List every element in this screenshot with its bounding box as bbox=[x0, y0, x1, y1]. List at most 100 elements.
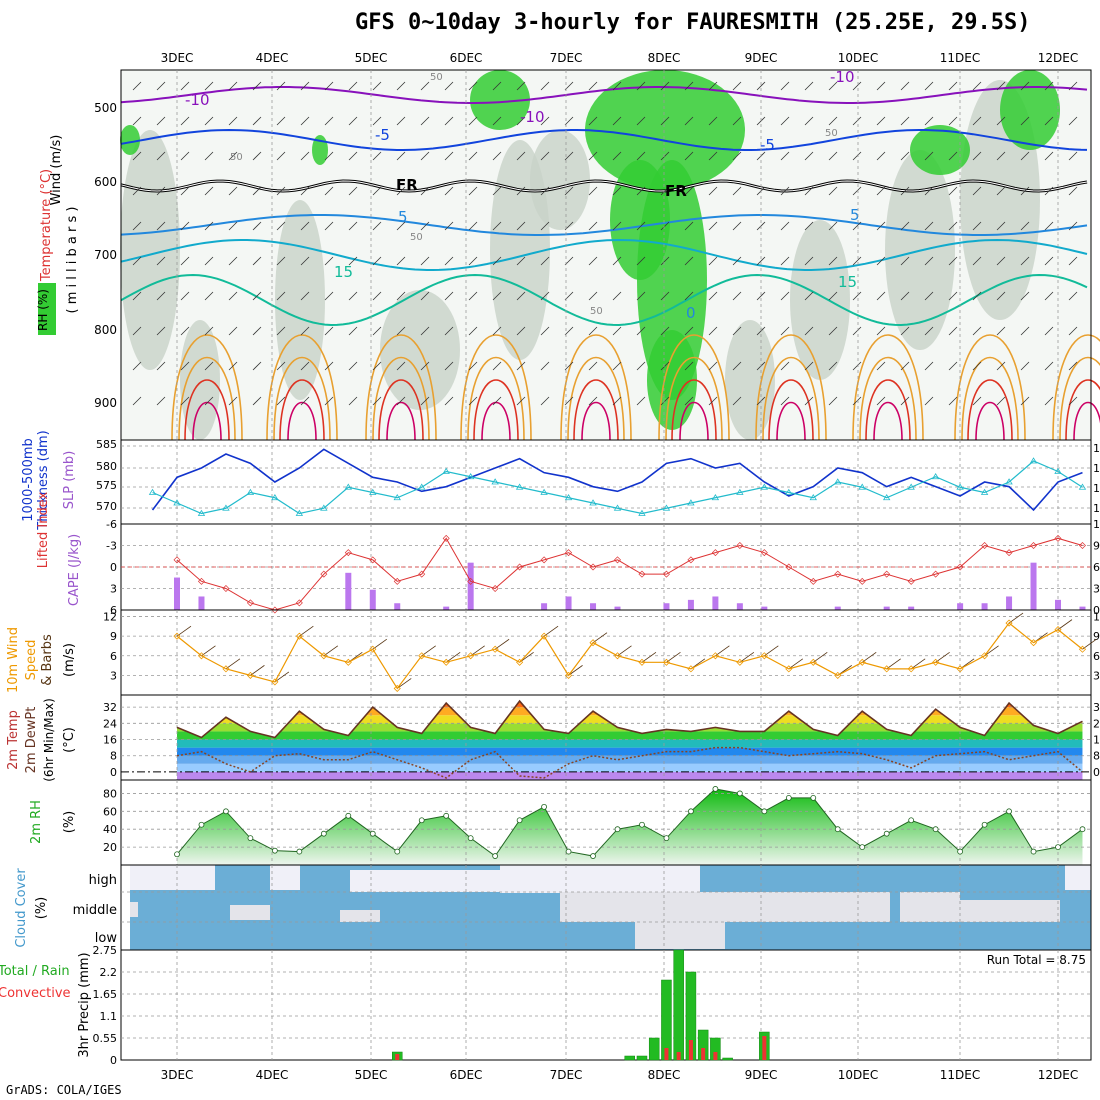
slp-point bbox=[907, 483, 915, 490]
upper-wind-barb bbox=[828, 221, 838, 231]
panel-frame bbox=[120, 439, 1092, 525]
temp-band bbox=[177, 707, 1083, 716]
rh-grey-area bbox=[790, 220, 850, 380]
rh-point bbox=[443, 812, 450, 819]
wind-barb bbox=[543, 625, 559, 637]
upper-wind-barb bbox=[540, 151, 550, 161]
slp-point bbox=[589, 499, 597, 506]
upper-wind-barb bbox=[492, 186, 502, 196]
run-total: Run Total = 8.75 bbox=[987, 953, 1086, 967]
tick-label: 0.55 bbox=[93, 1032, 118, 1045]
wind-label-2: Speed bbox=[24, 640, 39, 681]
upper-wind-barb bbox=[276, 291, 286, 301]
upper-wind-barb bbox=[612, 116, 622, 126]
upper-wind-barb bbox=[132, 396, 142, 406]
upper-wind-barb bbox=[468, 396, 478, 406]
upper-wind-barb bbox=[300, 81, 310, 91]
li-point bbox=[687, 556, 695, 564]
precip-conv-bar bbox=[395, 1054, 400, 1060]
upper-wind-barb bbox=[852, 186, 862, 196]
temp-band bbox=[177, 747, 1083, 756]
cape-bar bbox=[467, 562, 474, 610]
upper-wind-barb bbox=[300, 291, 310, 301]
upper-wind-barb bbox=[156, 361, 166, 371]
temp-label-1: 2m Temp bbox=[6, 710, 21, 770]
upper-wind-barb bbox=[300, 326, 310, 336]
isotherm-arch bbox=[171, 334, 243, 441]
upper-wind-barb bbox=[180, 81, 190, 91]
upper-wind-barb bbox=[924, 186, 934, 196]
upper-wind-barb bbox=[252, 186, 262, 196]
upper-wind-barb bbox=[852, 326, 862, 336]
precip-panel: 2.75 2.2 1.65 1.1 0.55 0 Run Total = 8.75 Total… bbox=[0, 944, 1092, 1067]
rh-point bbox=[932, 826, 939, 833]
slp-point bbox=[1029, 457, 1038, 464]
tick-label: 24 bbox=[1093, 717, 1100, 730]
temp-line bbox=[176, 699, 1083, 739]
upper-wind-barb bbox=[732, 396, 742, 406]
isotherm-arch bbox=[1052, 334, 1100, 441]
tick-label: 1.65 bbox=[93, 988, 118, 1001]
upper-wind-barb bbox=[540, 221, 550, 231]
tick-label: 6 bbox=[110, 650, 117, 663]
wind-speed-point bbox=[271, 678, 279, 686]
li-point bbox=[540, 556, 548, 564]
cape-bar bbox=[369, 589, 376, 610]
upper-wind-barb bbox=[420, 116, 430, 126]
wind-speed-point bbox=[344, 658, 352, 666]
upper-wind-barb bbox=[540, 116, 550, 126]
upper-wind-barb bbox=[660, 81, 670, 91]
precip-conv-bar bbox=[701, 1048, 706, 1060]
isotherm-10 bbox=[120, 238, 1088, 271]
cloud-clear-block bbox=[560, 892, 890, 922]
upper-wind-barb bbox=[348, 361, 358, 371]
upper-wind-barb bbox=[348, 256, 358, 266]
upper-wind-barb bbox=[948, 326, 958, 336]
isotherm-minus5 bbox=[120, 128, 1088, 151]
contour-label: -5 bbox=[375, 126, 390, 144]
slp-point bbox=[613, 504, 622, 511]
upper-wind-barb bbox=[372, 116, 382, 126]
precip-total-bar bbox=[636, 1055, 648, 1061]
upper-wind-barb bbox=[948, 151, 958, 161]
isotherm-arch bbox=[665, 356, 723, 441]
isotherm-arch bbox=[573, 379, 619, 441]
thickness-slp-panel: 585 580 575 570 1016 1012 1008 1004 1000-500mbTh… bbox=[21, 430, 1100, 530]
upper-wind-barb bbox=[396, 326, 406, 336]
contour-label: -10 bbox=[185, 91, 210, 109]
li-label: Lifted Index bbox=[36, 491, 51, 568]
rh-label-1: 2m RH bbox=[29, 800, 44, 844]
isotherm-arch bbox=[865, 379, 911, 441]
slp-point bbox=[980, 488, 989, 495]
isotherm-arch bbox=[671, 379, 717, 441]
upper-wind-barb bbox=[156, 256, 166, 266]
upper-wind-barb bbox=[780, 361, 790, 371]
upper-wind-barb bbox=[468, 186, 478, 196]
upper-wind-barb bbox=[660, 116, 670, 126]
date-axes: 3DEC 3DEC 4DEC 4DEC 5DEC 5DEC 6DEC 6DEC 7DEC 7DEC… bbox=[161, 51, 1079, 1082]
upper-wind-barb bbox=[828, 116, 838, 126]
wind-speed-point bbox=[589, 639, 597, 647]
upper-wind-barb bbox=[732, 361, 742, 371]
slp-point bbox=[662, 504, 671, 511]
date-label-bottom: 5DEC bbox=[355, 1068, 388, 1082]
upper-wind-barb bbox=[588, 291, 598, 301]
slp-point bbox=[344, 483, 353, 490]
upper-wind-barb bbox=[1020, 151, 1030, 161]
wind-speed-point bbox=[540, 632, 548, 640]
slp-point bbox=[320, 504, 328, 511]
upper-wind-barb bbox=[1068, 221, 1078, 231]
upper-wind-barb bbox=[204, 186, 214, 196]
upper-wind-barb bbox=[684, 326, 694, 336]
upper-wind-barb bbox=[972, 256, 982, 266]
upper-wind-barb bbox=[780, 186, 790, 196]
upper-wind-barb bbox=[156, 221, 166, 231]
upper-wind-barb bbox=[1020, 81, 1030, 91]
upper-wind-barb bbox=[684, 396, 694, 406]
upper-wind-barb bbox=[252, 256, 262, 266]
rh-label-2: (%) bbox=[62, 811, 77, 834]
upper-wind-barb bbox=[852, 151, 862, 161]
rh-point bbox=[541, 803, 547, 810]
upper-wind-barb bbox=[132, 151, 142, 161]
